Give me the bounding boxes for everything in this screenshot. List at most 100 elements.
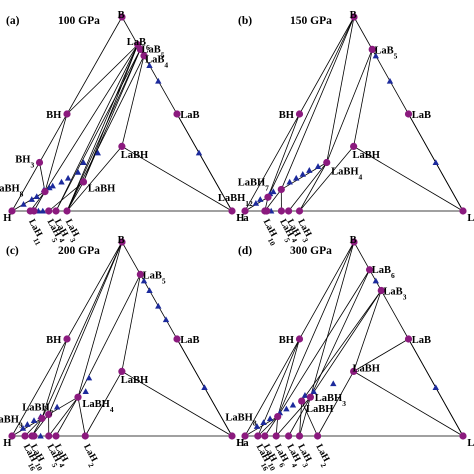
tie-line: [277, 269, 370, 417]
metastable-phase-marker: [146, 287, 153, 294]
phase-label-text: BH: [46, 110, 61, 121]
phase-label-subscript: 4: [110, 405, 114, 414]
stable-phase-marker: [118, 142, 126, 150]
phase-label-text: La: [467, 213, 474, 224]
tie-line: [257, 416, 278, 437]
metastable-phase-marker: [46, 184, 53, 191]
phase-label: LaBH: [306, 404, 333, 415]
phase-label-subscript: 8: [253, 418, 257, 427]
tie-line: [277, 241, 355, 417]
phase-label-text: LaH: [261, 218, 279, 240]
tie-line: [299, 397, 311, 437]
phase-label-text: La: [236, 213, 249, 224]
phase-label: H: [3, 438, 11, 449]
tie-line: [121, 274, 141, 372]
tie-line: [267, 16, 355, 198]
phase-label-subscript: 2: [319, 461, 329, 469]
stable-phase-marker: [63, 110, 71, 118]
phase-label-text: BH: [279, 335, 294, 346]
metastable-phase-marker: [58, 178, 65, 185]
stable-phase-marker: [63, 207, 71, 215]
phase-label: LaB5: [141, 44, 164, 59]
phase-label-text: H: [236, 213, 244, 224]
tie-line: [121, 146, 233, 212]
tie-line: [39, 162, 46, 192]
phase-label-subscript: 4: [290, 461, 300, 469]
phase-label-subscript: 9: [19, 420, 23, 429]
phase-label-text: BH: [46, 335, 61, 346]
tie-line: [31, 414, 49, 437]
phase-label-text: H: [3, 438, 11, 449]
stable-phase-marker: [45, 432, 53, 440]
phase-label-text: LaBH: [353, 150, 380, 161]
stable-phase-marker: [350, 238, 358, 246]
phase-label-subscript: 5: [50, 236, 60, 244]
tie-line: [275, 396, 311, 437]
phase-label-subscript: 4: [290, 236, 300, 244]
stable-phase-marker: [323, 158, 331, 167]
phase-label: LaB3: [383, 287, 406, 302]
phase-label-subscript: 16: [259, 461, 271, 472]
phase-label-subscript: 3: [403, 292, 407, 301]
tie-line: [24, 418, 43, 437]
phase-label: LaBH4: [82, 399, 113, 414]
stable-phase-marker: [350, 367, 358, 375]
phase-label-text: LaB: [180, 335, 199, 346]
tie-line: [55, 49, 141, 212]
stable-phase-marker: [295, 335, 304, 343]
tie-line: [41, 338, 68, 419]
tie-lines: [11, 16, 233, 212]
phase-label-text: LaBH: [331, 166, 358, 177]
phase-label-subscript: 4: [57, 236, 67, 244]
phase-label-subscript: 11: [32, 236, 43, 247]
stable-phase-marker: [306, 393, 314, 401]
stable-phase-marker: [118, 367, 126, 375]
phase-label: BH: [279, 110, 294, 121]
phase-label-subscript: 10: [266, 461, 278, 472]
phase-label-text: La: [467, 438, 474, 449]
tie-line: [353, 146, 464, 212]
stable-phase-marker: [228, 432, 236, 440]
stable-phase-marker: [285, 432, 293, 440]
stable-phase-marker: [173, 110, 181, 118]
metastable-phase-marker: [253, 423, 261, 429]
stable-phase-marker: [30, 432, 38, 440]
metastable-phase-marker: [85, 374, 93, 381]
stable-phase-marker: [38, 414, 46, 422]
tie-line: [353, 338, 409, 372]
metastable-phase-marker: [53, 403, 61, 410]
stable-phase-marker: [140, 52, 148, 60]
phase-label: BH: [46, 110, 61, 121]
tie-line: [301, 400, 318, 437]
tie-line: [66, 181, 84, 212]
metastable-phase-marker: [306, 167, 313, 173]
metastable-phase-marker: [33, 193, 40, 200]
phase-label-text: La: [236, 438, 249, 449]
metastable-phase-marker: [20, 201, 27, 207]
tie-line: [48, 396, 79, 415]
phase-label: LaBH4: [331, 166, 362, 181]
tie-line: [121, 371, 233, 437]
phase-label-subscript: 3: [342, 399, 346, 408]
stable-phase-marker: [277, 185, 285, 194]
panel-a: (a) 100 GPa BLaB6LaB5LaB4LaBBHBH3LaBHLaB…: [0, 10, 249, 247]
phase-label-subscript: 5: [161, 50, 165, 59]
phase-label: LaH2: [78, 443, 100, 469]
stable-phase-marker: [263, 207, 271, 215]
stable-phase-marker: [241, 432, 249, 440]
phase-label-text: LaB: [374, 45, 393, 56]
phase-label-subscript: 5: [50, 461, 60, 469]
stable-phase-marker: [368, 45, 376, 53]
phase-label-text: BH: [279, 110, 294, 121]
tie-line: [44, 44, 139, 192]
metastable-phase-marker: [252, 200, 260, 206]
metastable-phase-marker: [289, 401, 297, 408]
phase-label: LaBH3: [315, 393, 346, 408]
phase-label: B: [350, 10, 357, 21]
phase-label-subscript: 5: [162, 276, 166, 285]
metastable-phase-marker: [301, 392, 309, 398]
stable-phase-marker: [35, 158, 44, 167]
metastable-phase-marker: [293, 174, 300, 181]
phase-label-text: LaB: [412, 335, 431, 346]
